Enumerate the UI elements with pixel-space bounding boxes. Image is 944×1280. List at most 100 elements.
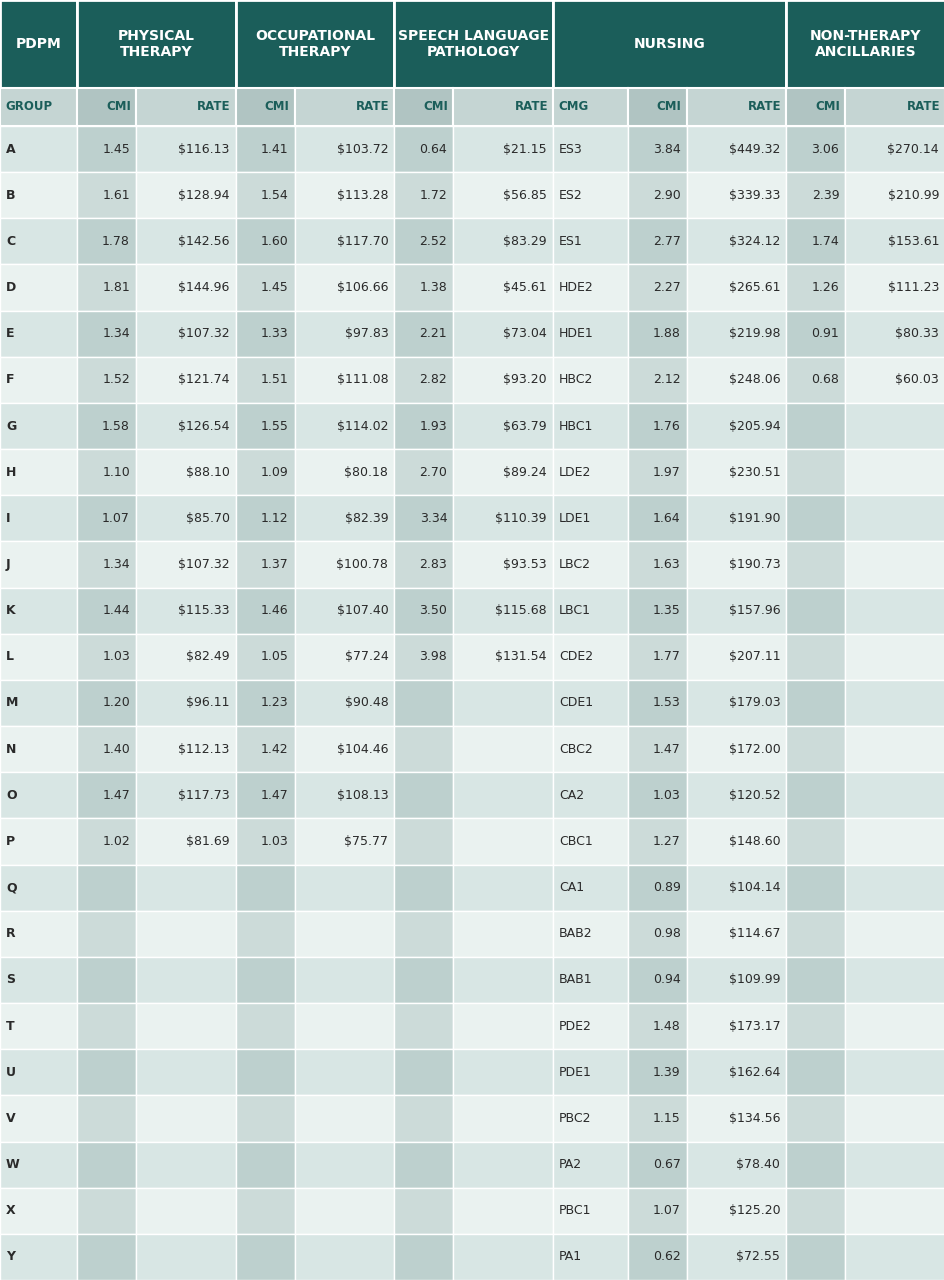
Bar [785,1188,844,1234]
Text: PDPM: PDPM [16,37,61,51]
Bar [627,1234,686,1280]
Text: PBC1: PBC1 [558,1204,591,1217]
Bar [552,772,627,818]
Text: $115.68: $115.68 [495,604,547,617]
Text: 1.45: 1.45 [261,282,288,294]
Text: 2.70: 2.70 [419,466,447,479]
Bar [0,772,77,818]
Bar [844,588,944,634]
Text: $73.04: $73.04 [502,328,547,340]
Bar [552,588,627,634]
Text: $88.10: $88.10 [186,466,229,479]
Bar [235,588,295,634]
Bar [394,173,453,219]
Text: 1.23: 1.23 [261,696,288,709]
Text: 2.83: 2.83 [419,558,447,571]
Text: $114.67: $114.67 [728,927,780,941]
Bar [235,265,295,311]
Text: $85.70: $85.70 [185,512,229,525]
Text: C: C [6,236,15,248]
Bar [0,1096,77,1142]
Bar [844,1004,944,1050]
Bar [394,1142,453,1188]
Bar [0,173,77,219]
Bar [235,957,295,1004]
Bar [136,125,235,173]
Bar [453,311,552,357]
Text: $114.02: $114.02 [336,420,388,433]
Bar [394,726,453,772]
Bar [686,265,785,311]
Text: ES3: ES3 [558,142,582,156]
Bar [295,88,394,125]
Text: 1.55: 1.55 [261,420,288,433]
Text: $120.52: $120.52 [728,788,780,801]
Text: $270.14: $270.14 [886,142,938,156]
Text: 0.98: 0.98 [652,927,680,941]
Text: 1.61: 1.61 [102,188,130,202]
Text: CMG: CMG [557,101,587,114]
Text: 1.33: 1.33 [261,328,288,340]
Text: $82.49: $82.49 [186,650,229,663]
Bar [552,125,627,173]
Text: $265.61: $265.61 [728,282,780,294]
Text: 1.54: 1.54 [261,188,288,202]
Bar [394,957,453,1004]
Bar [394,680,453,726]
Bar [785,0,944,88]
Text: $60.03: $60.03 [894,374,938,387]
Bar [686,1234,785,1280]
Text: $172.00: $172.00 [728,742,780,755]
Bar [552,0,785,88]
Bar [0,864,77,910]
Bar [785,957,844,1004]
Text: HBC1: HBC1 [558,420,593,433]
Bar [394,125,453,173]
Text: LDE1: LDE1 [558,512,591,525]
Bar [295,403,394,449]
Bar [136,1096,235,1142]
Bar [295,541,394,588]
Text: $109.99: $109.99 [728,974,780,987]
Text: 3.34: 3.34 [419,512,447,525]
Text: 1.88: 1.88 [652,328,680,340]
Bar [453,634,552,680]
Bar [136,680,235,726]
Text: H: H [6,466,16,479]
Bar [686,403,785,449]
Bar [627,219,686,265]
Bar [0,1004,77,1050]
Text: Y: Y [6,1251,15,1263]
Text: 1.97: 1.97 [652,466,680,479]
Text: 3.84: 3.84 [652,142,680,156]
Bar [77,726,136,772]
Bar [785,1142,844,1188]
Bar [136,772,235,818]
Bar [394,1096,453,1142]
Bar [552,680,627,726]
Bar [785,495,844,541]
Bar [627,588,686,634]
Bar [627,726,686,772]
Bar [136,449,235,495]
Bar [295,357,394,403]
Text: $108.13: $108.13 [336,788,388,801]
Bar [394,495,453,541]
Bar [0,1050,77,1096]
Text: RATE: RATE [356,101,389,114]
Text: 1.05: 1.05 [261,650,288,663]
Bar [686,772,785,818]
Text: GROUP: GROUP [5,101,52,114]
Bar [235,1234,295,1280]
Text: 1.37: 1.37 [261,558,288,571]
Bar [844,1234,944,1280]
Text: CMI: CMI [106,101,131,114]
Bar [552,1096,627,1142]
Bar [686,541,785,588]
Bar [844,88,944,125]
Text: $107.32: $107.32 [177,328,229,340]
Bar [136,403,235,449]
Bar [0,125,77,173]
Text: PDE1: PDE1 [558,1066,591,1079]
Text: 0.89: 0.89 [652,881,680,895]
